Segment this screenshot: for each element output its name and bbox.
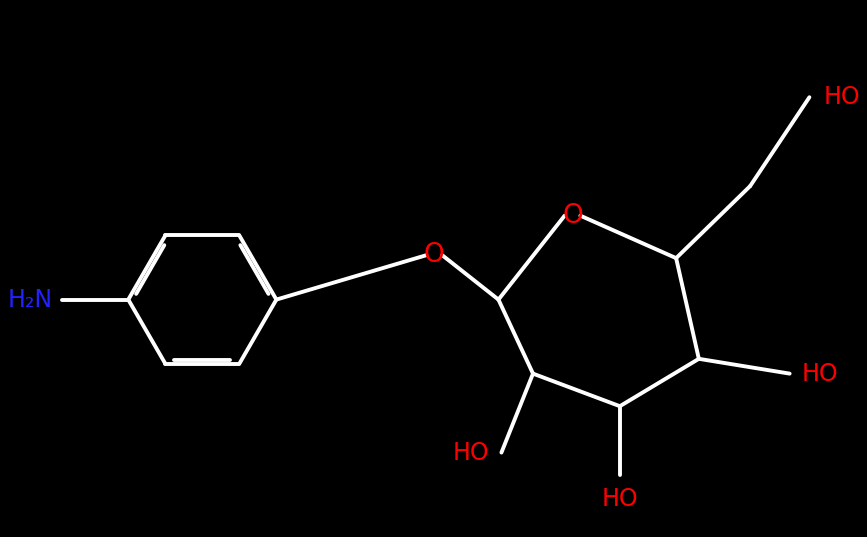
Text: HO: HO xyxy=(453,440,490,465)
Text: O: O xyxy=(424,242,445,268)
Text: HO: HO xyxy=(602,487,638,511)
Text: HO: HO xyxy=(823,85,860,109)
Text: O: O xyxy=(562,202,583,229)
Text: HO: HO xyxy=(801,361,838,386)
Text: H₂N: H₂N xyxy=(7,288,52,311)
